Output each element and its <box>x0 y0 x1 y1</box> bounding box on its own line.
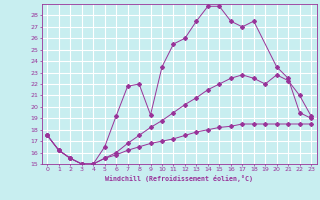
X-axis label: Windchill (Refroidissement éolien,°C): Windchill (Refroidissement éolien,°C) <box>105 175 253 182</box>
